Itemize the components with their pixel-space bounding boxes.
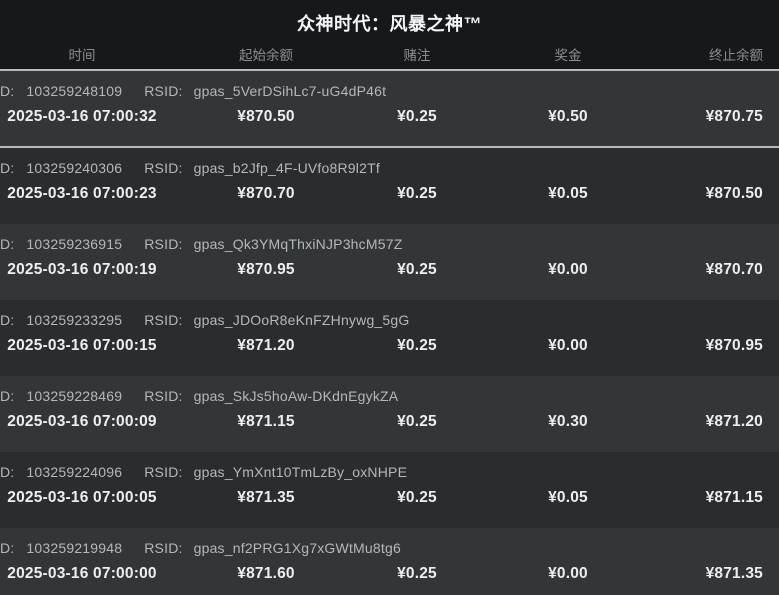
column-header-bet: 赌注 [403,48,431,63]
round-id-label: D: [0,388,15,404]
rsid-label: RSID: [144,464,183,480]
round-id-label: D: [0,236,15,252]
cell-start-balance: ¥871.35 [237,489,295,506]
rsid-label: RSID: [144,236,183,252]
cell-win: ¥0.00 [548,261,588,278]
cell-start-balance: ¥870.95 [237,261,295,278]
table-row: D: 103259236915 RSID: gpas_Qk3YMqThxiNJP3hc… [0,224,779,300]
cell-start-balance: ¥871.15 [237,413,295,430]
column-header-win: 奖金 [554,48,582,63]
row-identifiers: D: 103259233295 RSID: gpas_JDOoR8eKnFZHnywg… [0,311,779,330]
cell-time: 2025-03-16 07:00:00 [7,565,157,582]
cell-win: ¥0.05 [548,489,588,506]
row-values: 2025-03-16 07:00:00 ¥871.60 ¥0.25 ¥0.00 … [0,565,779,583]
game-title: 众神时代：风暴之神™ [297,14,482,34]
history-header: 众神时代：风暴之神™ 时间 起始余额 赌注 奖金 终止余额 [0,0,779,71]
cell-win: ¥0.05 [548,185,588,202]
column-header-end-balance: 终止余额 [709,48,763,63]
round-id-label: D: [0,160,15,176]
cell-start-balance: ¥870.70 [237,185,295,202]
cell-start-balance: ¥871.20 [237,337,295,354]
round-id-label: D: [0,464,15,480]
cell-win: ¥0.00 [548,337,588,354]
rows: D: 103259248109 RSID: gpas_5VerDSihLc7-uG4d… [0,71,779,595]
cell-end-balance: ¥870.95 [705,337,763,354]
cell-win: ¥0.00 [548,565,588,582]
cell-start-balance: ¥870.50 [237,108,295,125]
round-id-value: 103259233295 [26,312,123,328]
row-identifiers: D: 103259240306 RSID: gpas_b2Jfp_4F-UVfo8R9… [0,159,779,178]
cell-end-balance: ¥871.20 [705,413,763,430]
cell-bet: ¥0.25 [397,565,437,582]
row-values: 2025-03-16 07:00:19 ¥870.95 ¥0.25 ¥0.00 … [0,261,779,279]
round-id-value: 103259219948 [26,540,123,556]
column-header-time: 时间 [68,48,96,63]
row-values: 2025-03-16 07:00:05 ¥871.35 ¥0.25 ¥0.05 … [0,489,779,507]
cell-end-balance: ¥871.35 [705,565,763,582]
cell-time: 2025-03-16 07:00:15 [7,337,157,354]
rsid-value: gpas_Qk3YMqThxiNJP3hcM57Z [193,236,403,252]
cell-bet: ¥0.25 [397,413,437,430]
column-header-row: 时间 起始余额 赌注 奖金 终止余额 [0,44,779,64]
rsid-value: gpas_nf2PRG1Xg7xGWtMu8tg6 [193,540,401,556]
column-header-start-balance: 起始余额 [239,48,293,63]
cell-time: 2025-03-16 07:00:32 [7,108,157,125]
rsid-label: RSID: [144,160,183,176]
round-id-value: 103259228469 [26,388,123,404]
rsid-label: RSID: [144,312,183,328]
row-values: 2025-03-16 07:00:09 ¥871.15 ¥0.25 ¥0.30 … [0,413,779,431]
round-id-value: 103259236915 [26,236,123,252]
round-id-label: D: [0,540,15,556]
row-values: 2025-03-16 07:00:32 ¥870.50 ¥0.25 ¥0.50 … [0,108,779,126]
round-id-label: D: [0,83,15,99]
rsid-label: RSID: [144,540,183,556]
rsid-value: gpas_b2Jfp_4F-UVfo8R9l2Tf [193,160,380,176]
round-id-value: 103259224096 [26,464,123,480]
table-row: D: 103259224096 RSID: gpas_YmXnt10TmLzBy_ox… [0,452,779,528]
cell-bet: ¥0.25 [397,108,437,125]
cell-bet: ¥0.25 [397,185,437,202]
cell-bet: ¥0.25 [397,261,437,278]
table-row: D: 103259248109 RSID: gpas_5VerDSihLc7-uG4d… [0,71,779,148]
rsid-value: gpas_YmXnt10TmLzBy_oxNHPE [193,464,408,480]
cell-win: ¥0.30 [548,413,588,430]
cell-time: 2025-03-16 07:00:23 [7,185,157,202]
cell-end-balance: ¥871.15 [705,489,763,506]
cell-start-balance: ¥871.60 [237,565,295,582]
cell-end-balance: ¥870.50 [705,185,763,202]
table-row: D: 103259219948 RSID: gpas_nf2PRG1Xg7xGWtMu… [0,528,779,595]
table-row: D: 103259233295 RSID: gpas_JDOoR8eKnFZHnywg… [0,300,779,376]
cell-end-balance: ¥870.70 [705,261,763,278]
rsid-label: RSID: [144,83,183,99]
row-values: 2025-03-16 07:00:23 ¥870.70 ¥0.25 ¥0.05 … [0,185,779,203]
row-values: 2025-03-16 07:00:15 ¥871.20 ¥0.25 ¥0.00 … [0,337,779,355]
rsid-value: gpas_JDOoR8eKnFZHnywg_5gG [193,312,410,328]
cell-win: ¥0.50 [548,108,588,125]
cell-end-balance: ¥870.75 [705,108,763,125]
round-id-value: 103259240306 [26,160,123,176]
rsid-value: gpas_5VerDSihLc7-uG4dP46t [193,83,387,99]
round-id-value: 103259248109 [26,83,123,99]
cell-time: 2025-03-16 07:00:05 [7,489,157,506]
table-row: D: 103259240306 RSID: gpas_b2Jfp_4F-UVfo8R9… [0,148,779,224]
row-identifiers: D: 103259236915 RSID: gpas_Qk3YMqThxiNJP3hc… [0,235,779,254]
rsid-label: RSID: [144,388,183,404]
row-identifiers: D: 103259228469 RSID: gpas_SkJs5hoAw-DKdnEg… [0,387,779,406]
row-identifiers: D: 103259219948 RSID: gpas_nf2PRG1Xg7xGWtMu… [0,539,779,558]
cell-bet: ¥0.25 [397,489,437,506]
row-identifiers: D: 103259248109 RSID: gpas_5VerDSihLc7-uG4d… [0,82,779,101]
row-identifiers: D: 103259224096 RSID: gpas_YmXnt10TmLzBy_ox… [0,463,779,482]
table-row: D: 103259228469 RSID: gpas_SkJs5hoAw-DKdnEg… [0,376,779,452]
cell-bet: ¥0.25 [397,337,437,354]
cell-time: 2025-03-16 07:00:19 [7,261,157,278]
cell-time: 2025-03-16 07:00:09 [7,413,157,430]
rsid-value: gpas_SkJs5hoAw-DKdnEgykZA [193,388,399,404]
round-id-label: D: [0,312,15,328]
